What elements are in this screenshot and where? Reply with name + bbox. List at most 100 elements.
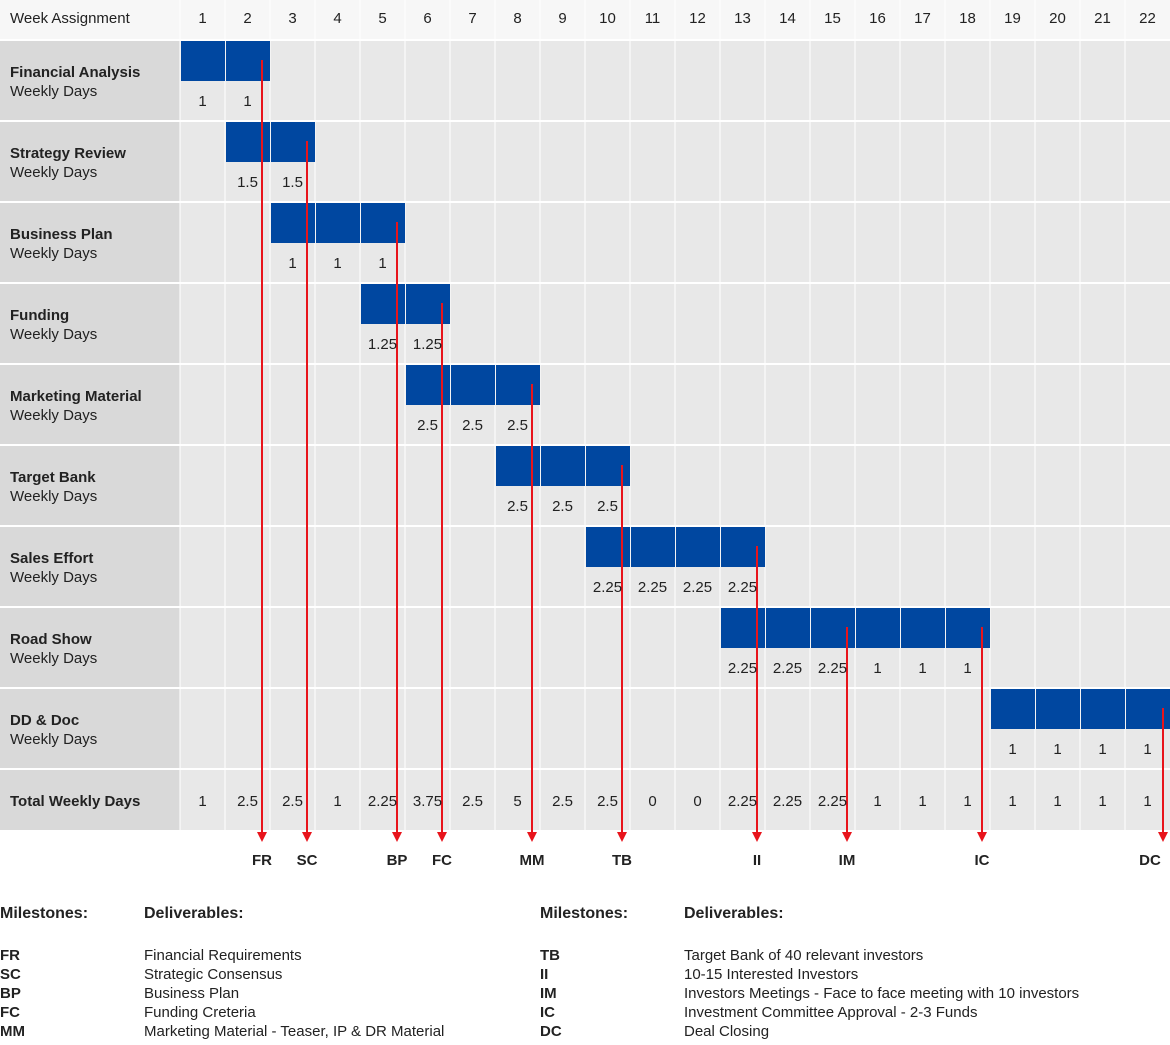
- legend-milestones-heading-left: Milestones:: [0, 905, 89, 922]
- legend-code: DC: [540, 1023, 562, 1040]
- legend-deliverable: Deal Closing: [684, 1023, 770, 1040]
- task-bar: [541, 446, 585, 486]
- task-sublabel: Weekly Days: [10, 164, 98, 181]
- task-bar: [901, 608, 945, 648]
- weekly-days-value: 2.5: [507, 417, 528, 434]
- legend-deliverable: Investors Meetings - Face to face meetin…: [684, 985, 1080, 1002]
- gantt-grid: [0, 40, 1170, 842]
- weekly-days-value: 1.25: [367, 336, 398, 353]
- week-number: 8: [513, 10, 522, 27]
- milestone-arrowhead: [617, 832, 627, 842]
- week-number: 2: [243, 10, 252, 27]
- milestone-arrowhead: [392, 832, 402, 842]
- weekly-days-value: 1: [1008, 741, 1017, 758]
- legend-code: TB: [540, 947, 560, 964]
- milestone-arrowhead: [1158, 832, 1168, 842]
- task-bar: [766, 608, 810, 648]
- weekly-days-value: 2.5: [552, 498, 573, 515]
- task-bar: [586, 446, 630, 486]
- total-value: 3.75: [412, 793, 443, 810]
- total-value: 2.25: [367, 793, 398, 810]
- task-name: Target Bank: [10, 469, 96, 486]
- total-value: 1: [963, 793, 972, 810]
- weekly-days-value: 1: [873, 660, 882, 677]
- task-sublabel: Weekly Days: [10, 731, 98, 748]
- week-number: 13: [734, 10, 751, 27]
- task-bar: [1036, 689, 1080, 729]
- weekly-days-value: 1: [243, 93, 252, 110]
- total-value: 0: [648, 793, 657, 810]
- milestone-code: II: [752, 852, 762, 869]
- weekly-days-value: 1.25: [412, 336, 443, 353]
- task-bar: [811, 608, 855, 648]
- milestone-arrowhead: [437, 832, 447, 842]
- task-name: Road Show: [10, 631, 92, 648]
- task-bar: [451, 365, 495, 405]
- total-value: 0: [693, 793, 702, 810]
- task-sublabel: Weekly Days: [10, 569, 98, 586]
- total-value: 2.25: [772, 793, 803, 810]
- milestone-arrowhead: [977, 832, 987, 842]
- weekly-days-value: 2.25: [637, 579, 668, 596]
- total-value: 1: [198, 793, 207, 810]
- week-number: 18: [959, 10, 976, 27]
- weekly-days-value: 2.25: [772, 660, 803, 677]
- total-value: 1: [918, 793, 927, 810]
- task-name: Business Plan: [10, 226, 113, 243]
- legend-code: MM: [0, 1023, 25, 1040]
- legend-deliverable: Strategic Consensus: [144, 966, 283, 983]
- week-number: 4: [333, 10, 342, 27]
- total-value: 2.5: [237, 793, 258, 810]
- task-bar: [181, 41, 225, 81]
- task-bar: [676, 527, 720, 567]
- task-bar: [856, 608, 900, 648]
- weekly-days-value: 2.25: [727, 660, 758, 677]
- weekly-days-value: 1: [333, 255, 342, 272]
- total-label: Total Weekly Days: [10, 793, 141, 810]
- task-bar: [721, 527, 765, 567]
- weekly-days-value: 2.5: [507, 498, 528, 515]
- task-bar: [631, 527, 675, 567]
- week-number: 19: [1004, 10, 1021, 27]
- legend-deliverables-heading-left: Deliverables:: [144, 905, 244, 922]
- weekly-days-value: 1: [1143, 741, 1152, 758]
- total-value: 2.5: [552, 793, 573, 810]
- task-bar: [226, 122, 270, 162]
- total-value: 1: [1143, 793, 1152, 810]
- legend-deliverable: Funding Creteria: [144, 1004, 256, 1021]
- milestone-arrowhead: [842, 832, 852, 842]
- weekly-days-value: 2.25: [817, 660, 848, 677]
- legend-milestones-heading-right: Milestones:: [540, 905, 629, 922]
- week-number: 22: [1139, 10, 1156, 27]
- task-bar: [1081, 689, 1125, 729]
- total-value: 2.5: [282, 793, 303, 810]
- weekly-days-value: 2.5: [597, 498, 618, 515]
- week-number: 15: [824, 10, 841, 27]
- week-number: 1: [198, 10, 207, 27]
- week-number: 6: [423, 10, 432, 27]
- task-bar: [991, 689, 1035, 729]
- total-value: 1: [1008, 793, 1017, 810]
- task-bar: [496, 446, 540, 486]
- task-sublabel: Weekly Days: [10, 245, 98, 262]
- milestone-arrowhead: [257, 832, 267, 842]
- weekly-days-value: 1: [918, 660, 927, 677]
- task-bar: [586, 527, 630, 567]
- week-number: 20: [1049, 10, 1066, 27]
- weekly-days-value: 1: [288, 255, 297, 272]
- task-bar: [271, 122, 315, 162]
- weekly-days-value: 1: [1098, 741, 1107, 758]
- legend-code: IC: [540, 1004, 555, 1021]
- legend-code: FC: [0, 1004, 20, 1021]
- task-name: Strategy Review: [10, 145, 126, 162]
- weekly-days-value: 2.25: [727, 579, 758, 596]
- weekly-days-value: 1: [963, 660, 972, 677]
- task-bar: [721, 608, 765, 648]
- total-value: 1: [873, 793, 882, 810]
- week-number: 5: [378, 10, 387, 27]
- legend-code: BP: [0, 985, 21, 1002]
- milestone-code: SC: [296, 852, 318, 869]
- task-bar: [406, 284, 450, 324]
- weekly-days-value: 1: [198, 93, 207, 110]
- task-name: Financial Analysis: [10, 64, 141, 81]
